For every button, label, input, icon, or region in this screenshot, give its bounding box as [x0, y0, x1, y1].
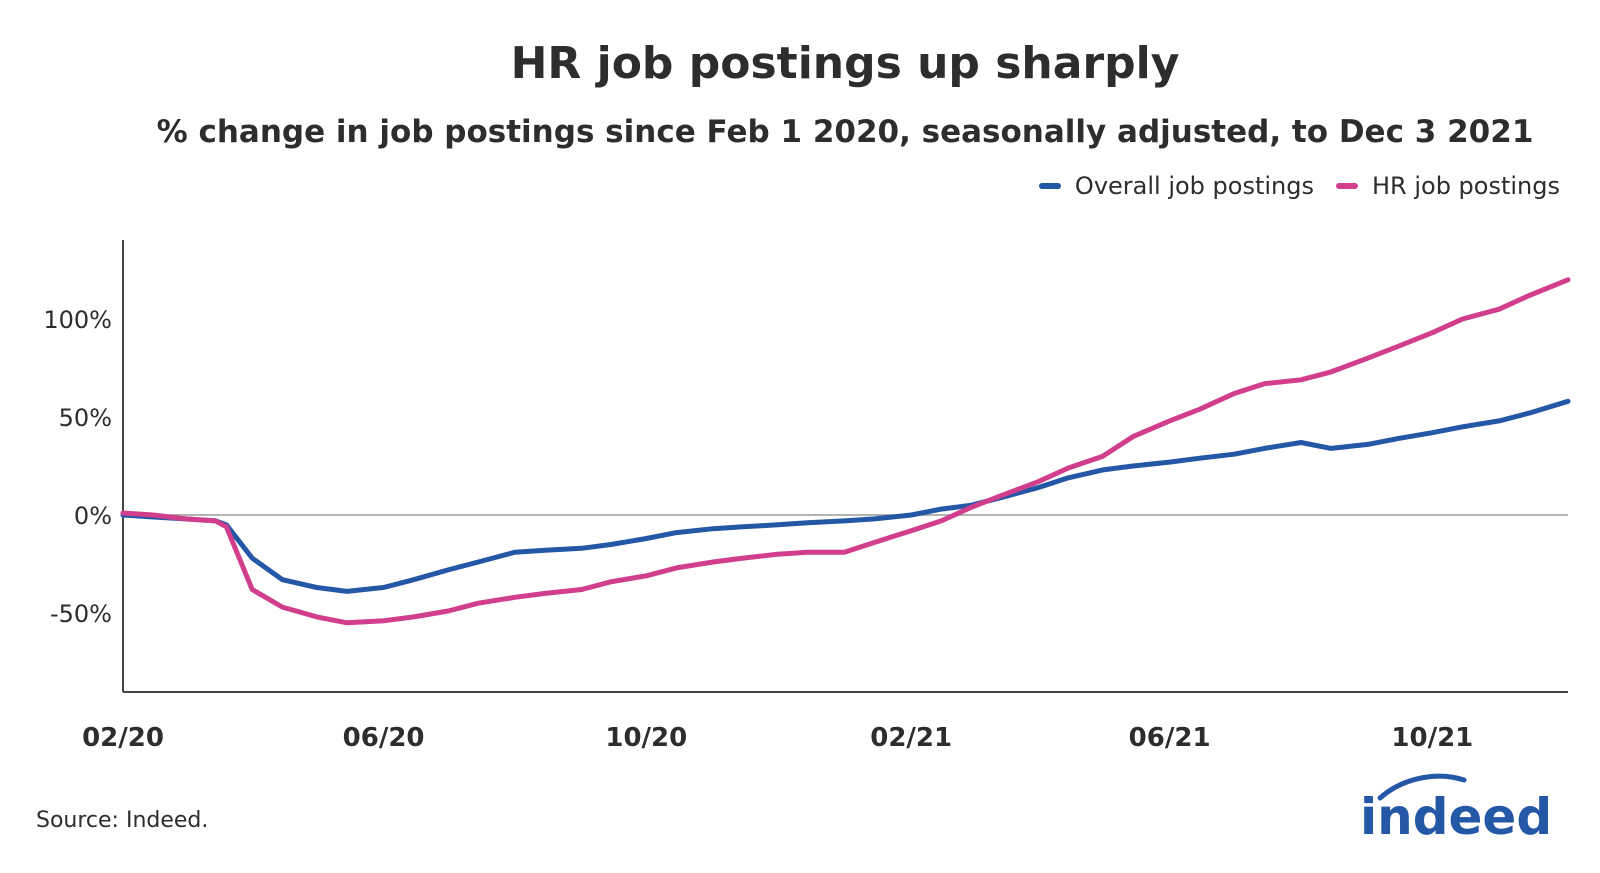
chart-subtitle: % change in job postings since Feb 1 202…	[156, 114, 1534, 150]
x-tick-label: 10/21	[1391, 723, 1473, 753]
chart-axes	[122, 240, 1568, 693]
y-tick-label: 0%	[74, 502, 112, 530]
chart-ticks: 100% 50% 0% -50% 02/20 06/20 10/20 02/21 06/21 10…	[43, 306, 1473, 753]
x-tick-label: 02/21	[870, 723, 952, 753]
chart-series	[120, 277, 1571, 626]
x-tick-label: 06/21	[1129, 723, 1211, 753]
series-line-hr	[120, 277, 1571, 626]
logo-arc	[1377, 773, 1467, 801]
legend-label-overall: Overall job postings	[1074, 172, 1314, 200]
y-tick-label: -50%	[50, 600, 112, 628]
y-tick-label: 100%	[43, 306, 112, 334]
source-note: Source: Indeed.	[36, 808, 209, 833]
series-line-overall	[120, 398, 1571, 594]
x-tick-label: 10/20	[605, 723, 687, 753]
chart-title: HR job postings up sharply	[510, 38, 1180, 89]
legend-swatch-hr	[1335, 183, 1358, 189]
legend-item-overall: Overall job postings	[1038, 172, 1314, 200]
legend-label-hr: HR job postings	[1371, 172, 1560, 200]
legend: Overall job postings HR job postings	[1017, 172, 1560, 200]
logo-wordmark: indeed	[1360, 788, 1552, 846]
indeed-logo: indeed	[1360, 773, 1552, 846]
legend-item-hr: HR job postings	[1335, 172, 1560, 200]
x-tick-label: 02/20	[82, 723, 164, 753]
legend-swatch-overall	[1038, 183, 1061, 189]
x-tick-label: 06/20	[343, 723, 425, 753]
y-tick-label: 50%	[59, 404, 112, 432]
